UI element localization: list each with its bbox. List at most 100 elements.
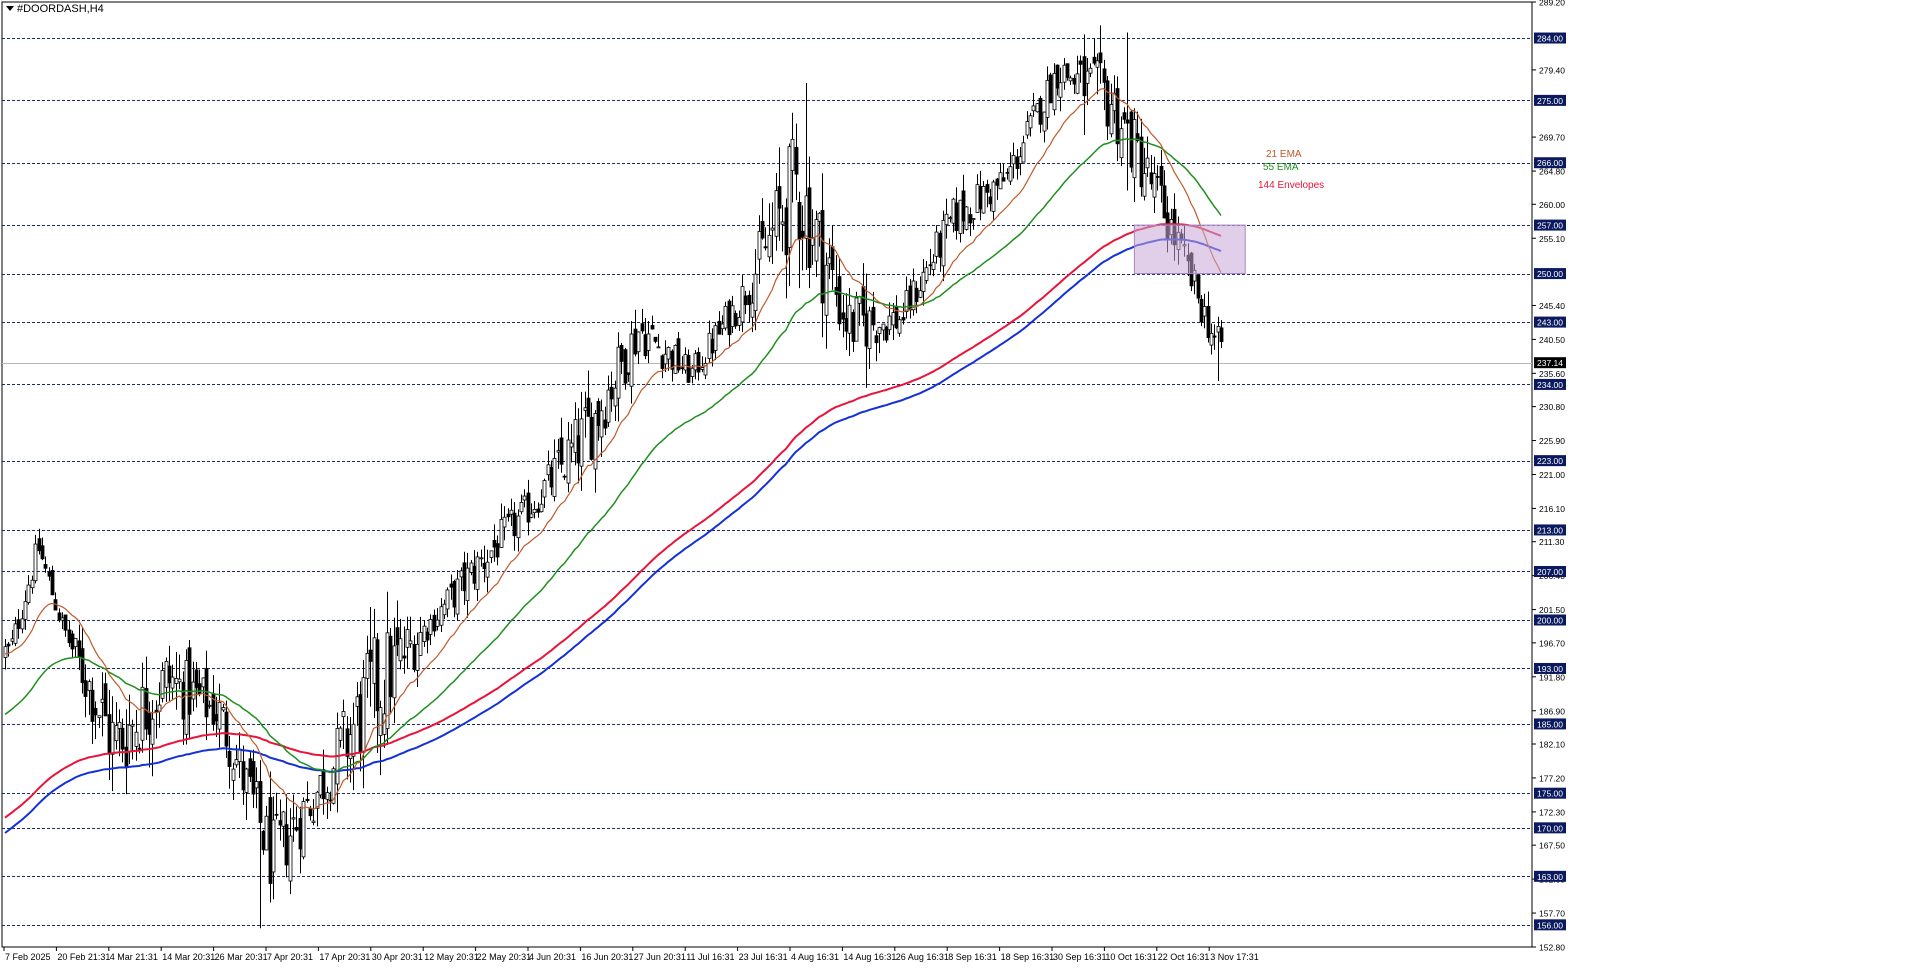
- candle-body: [619, 344, 624, 362]
- candle-body: [995, 178, 1000, 186]
- candle-body: [1219, 327, 1224, 343]
- candle-body: [844, 318, 849, 332]
- candle-body: [499, 518, 504, 548]
- candle-body: [951, 198, 956, 224]
- y-tick-label: 152.80: [1539, 943, 1565, 953]
- candle-body: [787, 146, 792, 249]
- candle-body: [596, 401, 601, 426]
- candle-body: [824, 264, 829, 316]
- candle-body: [325, 792, 330, 800]
- candle-body: [251, 761, 256, 795]
- candle-body: [127, 724, 132, 753]
- candle-body: [1082, 56, 1087, 97]
- candle-body: [552, 458, 557, 497]
- candle-body: [646, 333, 651, 351]
- candle-body: [100, 698, 105, 703]
- candle-body: [237, 748, 242, 762]
- candle-body: [964, 206, 969, 230]
- y-tick-label: 177.20: [1539, 773, 1565, 783]
- candle-body: [398, 638, 403, 662]
- x-tick-label: 27 Jun 20:31: [634, 952, 686, 962]
- candle-body: [680, 367, 685, 370]
- candle-body: [753, 273, 758, 312]
- x-tick-label: 16 Jun 20:31: [581, 952, 633, 962]
- candle-body: [284, 824, 289, 866]
- candle-body: [944, 213, 949, 226]
- x-tick-label: 30 Sep 16:31: [1053, 952, 1107, 962]
- candle-body: [918, 290, 923, 298]
- candle-body: [418, 632, 423, 656]
- candle-body: [174, 678, 179, 684]
- level-label-bg: [1534, 316, 1566, 328]
- candle-body: [140, 686, 145, 741]
- candle-body: [1055, 64, 1060, 89]
- candle-body: [33, 543, 38, 582]
- x-tick-label: 23 Jul 16:31: [739, 952, 788, 962]
- candle-body: [814, 219, 819, 262]
- candle-body: [224, 711, 229, 747]
- candle-body: [573, 419, 578, 453]
- current-price-label: 237.14: [1537, 358, 1563, 368]
- candle-body: [388, 635, 393, 698]
- candle-body: [804, 195, 809, 239]
- candle-body: [261, 831, 266, 851]
- candle-body: [57, 612, 62, 621]
- chart-symbol-label: #DOORDASH,H4: [17, 3, 104, 15]
- candle-body: [713, 325, 718, 351]
- candle-body: [492, 539, 497, 548]
- candle-body: [569, 442, 574, 448]
- level-label: 200.00: [1537, 615, 1563, 625]
- y-tick-label: 221.00: [1539, 470, 1565, 480]
- candle-body: [385, 632, 390, 730]
- candle-body: [770, 227, 775, 231]
- candles: [3, 25, 1224, 929]
- candle-body: [522, 495, 527, 501]
- candle-body: [1196, 274, 1201, 299]
- candle-body: [650, 324, 655, 330]
- candle-body: [807, 187, 812, 268]
- level-label-bg: [1534, 919, 1566, 931]
- candle-body: [519, 502, 524, 513]
- candle-body: [750, 302, 755, 318]
- candle-body: [442, 603, 447, 616]
- candle-body: [566, 439, 571, 484]
- candle-body: [512, 512, 517, 537]
- candle-body: [26, 584, 31, 603]
- candle-body: [777, 186, 782, 209]
- candle-body: [549, 467, 554, 488]
- candle-body: [1018, 156, 1023, 164]
- candle-body: [1132, 119, 1137, 179]
- x-tick-label: 4 Jun 20:31: [529, 952, 576, 962]
- level-label-bg: [1534, 157, 1566, 169]
- candle-body: [77, 640, 82, 657]
- candle-body: [30, 579, 35, 589]
- y-tick-label: 255.10: [1539, 234, 1565, 244]
- candle-body: [1152, 173, 1157, 198]
- x-tick-label: 4 Mar 21:31: [110, 952, 158, 962]
- candle-body: [1001, 177, 1006, 182]
- candle-body: [1216, 326, 1221, 333]
- x-tick-label: 7 Feb 2025: [5, 952, 51, 962]
- candle-body: [536, 508, 541, 513]
- candle-body: [372, 637, 377, 684]
- candle-body: [103, 683, 108, 717]
- candle-body: [1072, 77, 1077, 85]
- candle-body: [90, 689, 95, 722]
- candle-body: [318, 775, 323, 796]
- candle-body: [904, 290, 909, 313]
- x-tick-label: 14 Mar 20:31: [162, 952, 215, 962]
- chart-menu-triangle-icon[interactable]: [6, 6, 14, 11]
- x-tick-label: 4 Aug 16:31: [791, 952, 839, 962]
- candle-body: [921, 271, 926, 292]
- level-label: 223.00: [1537, 456, 1563, 466]
- level-label: 213.00: [1537, 525, 1563, 535]
- candle-body: [1078, 60, 1083, 65]
- candle-body: [928, 264, 933, 267]
- candle-body: [204, 668, 209, 718]
- candle-body: [583, 407, 588, 411]
- candle-body: [422, 625, 427, 642]
- candle-body: [435, 619, 440, 627]
- candle-body: [1062, 64, 1067, 83]
- candle-body: [361, 677, 366, 753]
